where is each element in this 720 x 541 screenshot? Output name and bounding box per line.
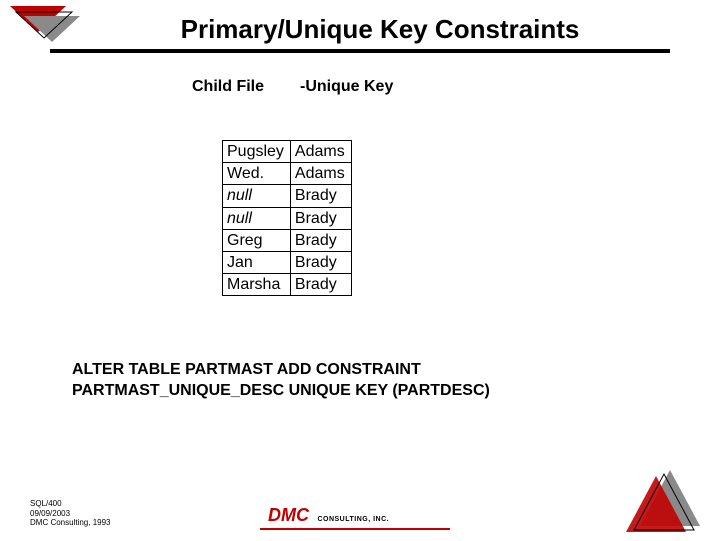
bottom-corner-decoration (620, 466, 710, 536)
sql-line: ALTER TABLE PARTMAST ADD CONSTRAINT (72, 360, 490, 381)
footer-logo: DMC CONSULTING, INC. (268, 505, 389, 526)
footer-line: 09/09/2003 (30, 509, 110, 519)
sql-line: PARTMAST_UNIQUE_DESC UNIQUE KEY (PARTDES… (72, 381, 490, 402)
table-row: Wed.Adams (223, 163, 352, 185)
footer-rule (260, 528, 450, 530)
table-row: nullBrady (223, 207, 352, 229)
footer-brand-sub: CONSULTING, INC. (317, 516, 389, 523)
title-bar: Primary/Unique Key Constraints (0, 14, 720, 53)
footer-meta: SQL/400 09/09/2003 DMC Consulting, 1993 (30, 499, 110, 528)
table-row: MarshaBrady (223, 274, 352, 296)
footer-line: DMC Consulting, 1993 (30, 518, 110, 528)
table-row: JanBrady (223, 251, 352, 273)
data-table: PugsleyAdams Wed.Adams nullBrady nullBra… (222, 140, 352, 296)
table-row: PugsleyAdams (223, 141, 352, 163)
subtitle-unique-key: -Unique Key (300, 78, 393, 96)
title-underline (50, 49, 670, 53)
footer-brand: DMC (268, 505, 309, 525)
table-row: GregBrady (223, 229, 352, 251)
footer-line: SQL/400 (30, 499, 110, 509)
page-title: Primary/Unique Key Constraints (0, 14, 720, 45)
table-row: nullBrady (223, 185, 352, 207)
subtitle-child-file: Child File (192, 78, 264, 96)
sql-statement: ALTER TABLE PARTMAST ADD CONSTRAINT PART… (72, 360, 490, 402)
